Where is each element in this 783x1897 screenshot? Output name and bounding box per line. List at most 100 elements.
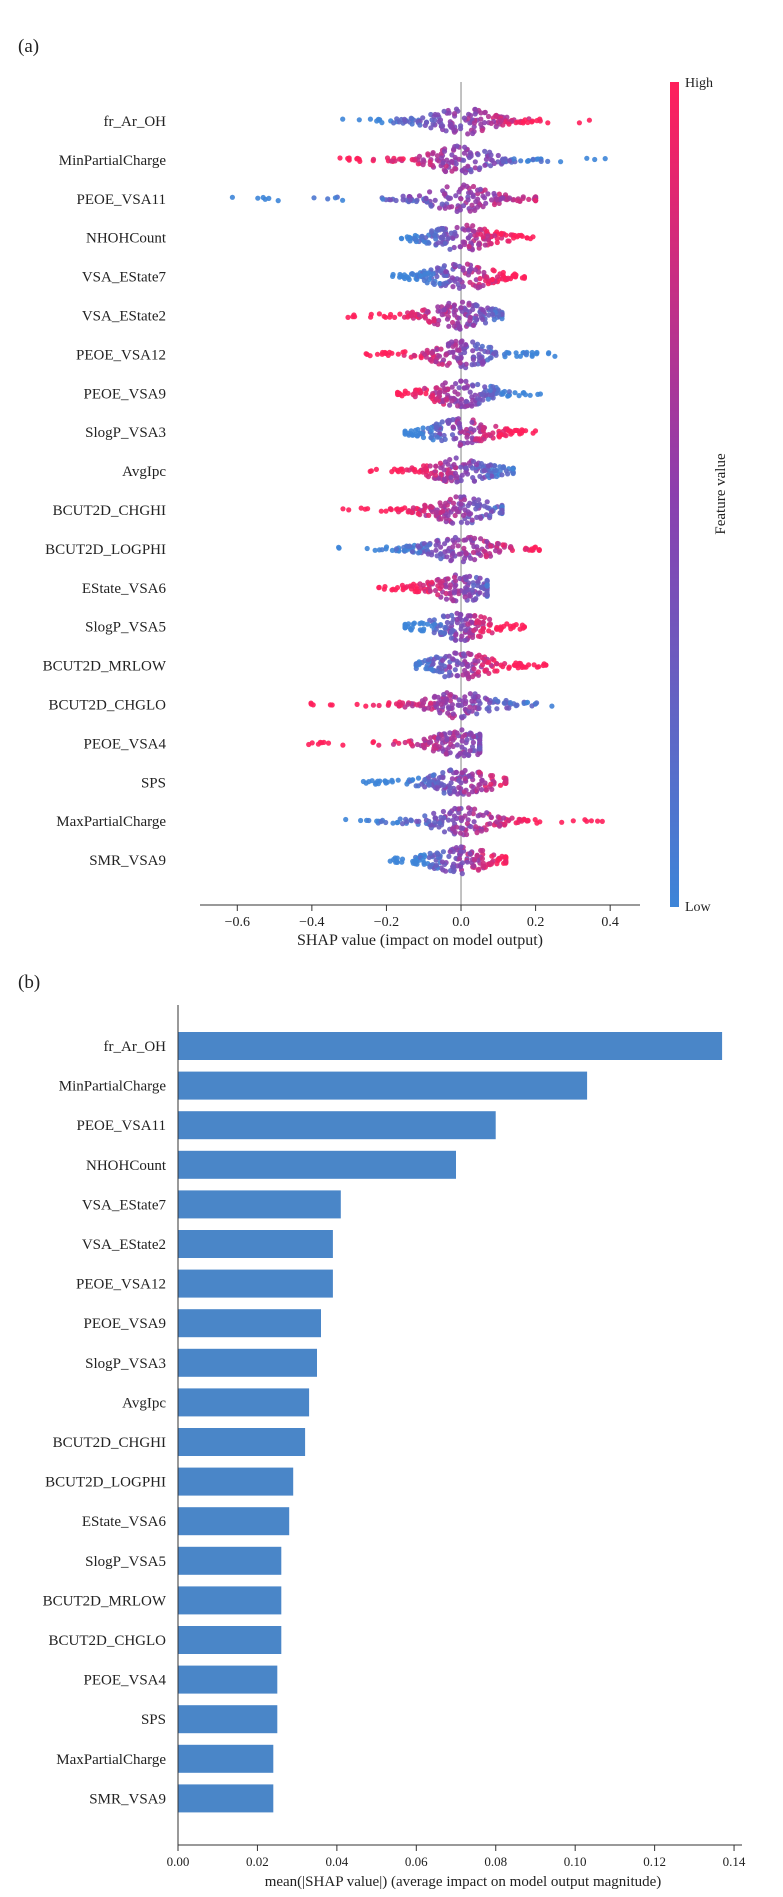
shap-point: [382, 349, 388, 356]
shap-point: [417, 549, 423, 555]
shap-point: [467, 389, 473, 395]
shap-point: [408, 428, 414, 434]
shap-point: [458, 378, 464, 384]
shap-point: [477, 732, 483, 738]
shap-point: [500, 159, 507, 165]
shap-point: [487, 513, 493, 519]
shap-point: [464, 831, 470, 838]
shap-point: [401, 547, 407, 554]
shap-point: [392, 314, 398, 320]
shap-point: [500, 542, 506, 548]
shap-point: [450, 424, 456, 430]
shap-point: [389, 777, 395, 783]
bar: [178, 1150, 456, 1179]
bar: [178, 1230, 333, 1258]
feature-label: SlogP_VSA5: [85, 620, 166, 636]
shap-point: [389, 587, 395, 593]
shap-point: [451, 574, 458, 580]
bar-x-tick-label: 0.10: [564, 1854, 587, 1869]
shap-point: [459, 633, 465, 639]
shap-point: [476, 241, 482, 248]
shap-point: [453, 494, 459, 500]
shap-point: [453, 824, 460, 830]
shap-point: [440, 808, 446, 815]
shap-point: [438, 551, 444, 557]
shap-point: [429, 358, 435, 364]
shap-point: [468, 189, 474, 195]
shap-point: [518, 158, 524, 164]
shap-point: [463, 537, 469, 543]
feature-label: PEOE_VSA12: [76, 347, 166, 363]
shap-point: [462, 767, 468, 774]
bar-category-label: MinPartialCharge: [59, 1079, 167, 1095]
shap-point: [415, 426, 421, 433]
shap-point: [389, 350, 395, 356]
shap-point: [493, 113, 499, 119]
shap-point: [447, 785, 453, 791]
shap-point: [531, 662, 537, 668]
shap-point: [506, 705, 512, 711]
shap-point: [387, 197, 394, 203]
shap-point: [445, 710, 451, 716]
shap-point: [471, 819, 477, 825]
shap-point: [454, 473, 460, 479]
shap-point: [582, 817, 588, 823]
shap-point: [380, 196, 386, 202]
shap-point: [343, 816, 349, 823]
shap-point: [449, 826, 456, 832]
shap-point: [441, 281, 447, 287]
shap-point: [586, 117, 593, 123]
shap-point: [470, 306, 476, 313]
bar: [178, 1428, 306, 1456]
shap-point: [255, 195, 261, 201]
shap-point: [419, 781, 425, 787]
shap-point: [420, 425, 426, 431]
shap-point: [443, 269, 449, 275]
shap-point: [477, 781, 483, 787]
shap-point: [492, 668, 498, 674]
shap-point: [390, 820, 396, 826]
shap-point: [488, 120, 494, 126]
shap-point: [477, 473, 483, 479]
shap-point: [470, 383, 476, 389]
shap-point: [464, 821, 470, 827]
shap-point: [434, 153, 440, 159]
shap-point: [500, 664, 506, 670]
shap-point: [441, 782, 447, 788]
shap-point: [473, 436, 479, 442]
bar-category-label: VSA_EState7: [82, 1197, 167, 1213]
shap-point: [448, 780, 454, 786]
shap-point: [390, 271, 396, 278]
shap-point: [450, 598, 456, 604]
shap-point: [501, 822, 508, 828]
shap-point: [453, 193, 459, 199]
feature-label: BCUT2D_MRLOW: [43, 659, 167, 675]
shap-point: [454, 610, 460, 616]
shap-point: [457, 360, 463, 366]
shap-point: [437, 205, 443, 211]
shap-point: [435, 735, 441, 741]
shap-point: [440, 160, 446, 166]
shap-point: [452, 583, 458, 589]
shap-point: [456, 285, 463, 291]
x-tick-label: 0.2: [527, 915, 545, 930]
shap-point: [420, 434, 427, 441]
shap-point: [444, 554, 450, 560]
shap-point: [451, 111, 458, 117]
shap-point: [422, 813, 428, 819]
shap-point: [467, 500, 473, 506]
shap-point: [447, 457, 453, 463]
shap-point: [497, 510, 503, 516]
shap-point: [391, 120, 397, 126]
shap-point: [494, 706, 500, 712]
shap-point: [459, 661, 465, 668]
shap-point: [444, 737, 450, 743]
bar-category-label: BCUT2D_LOGPHI: [45, 1475, 166, 1491]
shap-point: [570, 818, 576, 824]
shap-point: [472, 207, 478, 213]
shap-point: [468, 731, 474, 737]
shap-point: [471, 120, 477, 126]
shap-point: [395, 777, 401, 783]
shap-point: [434, 346, 440, 353]
shap-point: [538, 158, 544, 164]
